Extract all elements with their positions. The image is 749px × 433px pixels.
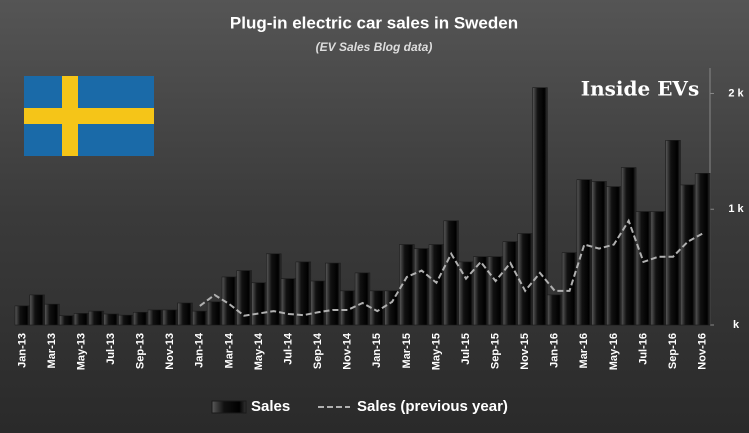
bar <box>236 270 252 326</box>
x-tick-label: Nov-16 <box>697 333 709 370</box>
x-tick-label: Jan-13 <box>16 333 28 368</box>
bar <box>88 310 105 326</box>
bar <box>266 253 282 326</box>
legend-label: Sales <box>251 398 290 415</box>
bar <box>132 311 149 326</box>
line <box>199 218 704 317</box>
bar <box>325 262 341 326</box>
chart-title: Plug-in electric car sales in Sweden <box>230 13 518 32</box>
bar <box>354 272 371 326</box>
bar <box>14 305 31 326</box>
bar <box>147 309 164 326</box>
x-tick-label: Nov-14 <box>342 332 354 370</box>
bar <box>192 310 208 326</box>
bar <box>694 173 711 326</box>
bar <box>310 280 326 326</box>
x-tick-label: Jul-15 <box>460 333 472 365</box>
bar <box>620 167 637 326</box>
bar <box>547 294 563 326</box>
bar <box>502 241 519 326</box>
y-tick-label: 1 k <box>728 203 744 215</box>
x-tick-label: May-14 <box>253 332 265 370</box>
x-tick-label: Mar-15 <box>401 333 413 368</box>
x-tick-label: Mar-13 <box>46 333 58 368</box>
x-tick-label: Nov-15 <box>519 333 531 370</box>
x-tick-label: Jul-13 <box>105 333 117 365</box>
logo: Inside EVs <box>581 77 699 101</box>
x-tick-label: May-15 <box>430 333 442 370</box>
flag <box>24 76 154 156</box>
x-tick-label: Mar-16 <box>578 333 590 368</box>
bar <box>413 248 430 326</box>
x-tick-label: Jul-14 <box>282 332 294 365</box>
x-tick-label: Sep-15 <box>489 333 501 369</box>
bar <box>665 140 681 326</box>
bar <box>384 290 400 326</box>
bar <box>428 244 445 326</box>
bar <box>280 278 297 326</box>
x-tick-label: Mar-14 <box>223 332 235 368</box>
bar <box>206 301 223 326</box>
bar <box>118 314 134 326</box>
y-tick-label: k <box>733 319 740 331</box>
bar <box>103 313 119 326</box>
bar <box>576 179 593 326</box>
bar <box>635 211 652 326</box>
x-tick-label: Sep-14 <box>312 332 324 369</box>
x-tick-label: Jan-15 <box>371 333 383 368</box>
bar <box>73 313 90 326</box>
bar <box>473 256 489 326</box>
x-tick-label: Jan-14 <box>194 332 206 368</box>
bar <box>162 309 178 326</box>
x-tick-label: Sep-16 <box>667 333 679 369</box>
bar <box>251 282 267 326</box>
legend-label: Sales (previous year) <box>357 398 508 415</box>
bar <box>59 315 75 326</box>
x-tick-label: May-13 <box>75 333 87 370</box>
bar <box>29 294 45 326</box>
bar <box>177 302 193 326</box>
bar <box>591 181 607 326</box>
bar <box>680 184 696 326</box>
x-tick-label: Sep-13 <box>135 333 147 369</box>
legend-swatch <box>211 400 247 414</box>
x-tick-label: Jul-16 <box>637 333 649 365</box>
bar <box>487 256 504 326</box>
bar <box>606 186 622 326</box>
x-tick-label: Jan-16 <box>549 333 561 368</box>
bar <box>650 211 666 326</box>
bar <box>532 87 548 326</box>
y-tick-label: 2 k <box>728 87 744 99</box>
bar <box>44 303 60 326</box>
x-tick-label: May-16 <box>608 333 620 370</box>
x-tick-label: Nov-13 <box>164 333 176 370</box>
bar <box>443 220 459 326</box>
chart-subtitle: (EV Sales Blog data) <box>316 40 433 54</box>
